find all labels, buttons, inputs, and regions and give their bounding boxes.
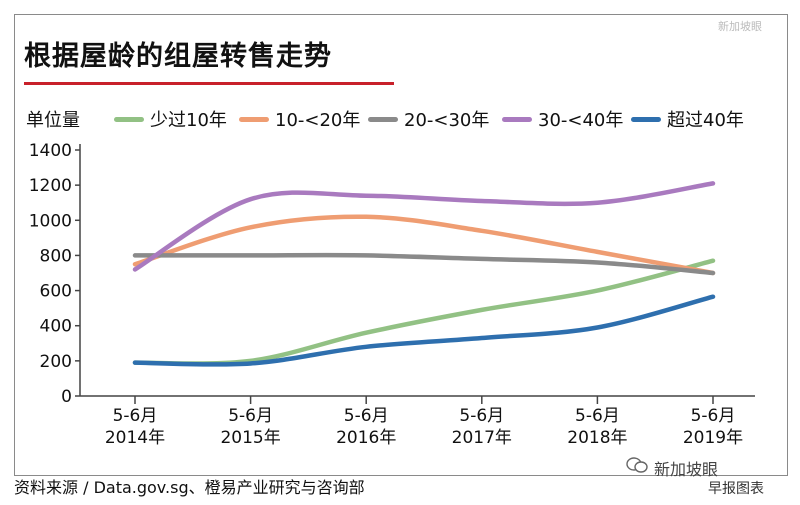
x-tick-label: 5-6月 (691, 406, 736, 426)
x-tick-label: 5-6月 (228, 406, 273, 426)
legend-swatch-1 (114, 117, 144, 122)
y-tick-label: 600 (40, 282, 72, 302)
title-underline (24, 82, 394, 85)
y-tick-label: 400 (40, 317, 72, 337)
legend-label-4: 30-<40年 (538, 110, 624, 131)
x-tick-label: 5-6月 (459, 406, 504, 426)
legend-label-5: 超过40年 (667, 110, 744, 131)
x-tick-label: 2014年 (105, 428, 165, 448)
y-axis-label: 单位量 (26, 110, 80, 131)
series-line-4 (132, 181, 716, 272)
publisher-credit: 早报图表 (708, 481, 764, 497)
legend-swatch-5 (631, 117, 661, 122)
source-note: 资料来源 / Data.gov.sg、橙易产业研究与咨询部 (14, 478, 365, 497)
y-tick-label: 0 (61, 387, 72, 407)
x-tick-label: 5-6月 (575, 406, 620, 426)
y-tick-label: 800 (40, 246, 72, 266)
legend-swatch-4 (502, 117, 532, 122)
x-tick-label: 2016年 (336, 428, 396, 448)
legend-label-2: 10-<20年 (275, 110, 361, 131)
x-tick-label: 2019年 (683, 428, 743, 448)
wechat-icon (626, 457, 648, 473)
series-line-1 (132, 258, 716, 366)
y-tick-label: 1400 (29, 141, 72, 161)
chart-frame (14, 14, 788, 476)
legend-label-3: 20-<30年 (404, 110, 490, 131)
series-line-5 (132, 294, 716, 367)
legend-swatch-3 (368, 117, 398, 122)
legend-label-1: 少过10年 (150, 110, 227, 131)
x-tick-label: 2017年 (452, 428, 512, 448)
x-tick-label: 2018年 (567, 428, 627, 448)
x-tick-label: 5-6月 (113, 406, 158, 426)
y-tick-label: 1000 (29, 211, 72, 231)
x-tick-label: 2015年 (220, 428, 280, 448)
series-line-2 (132, 214, 716, 276)
watermark-text: 新加坡眼 (654, 460, 719, 479)
corner-watermark: 新加坡眼 (718, 20, 762, 33)
y-tick-label: 200 (40, 352, 72, 372)
series-line-3 (132, 252, 716, 276)
x-tick-label: 5-6月 (344, 406, 389, 426)
y-tick-label: 1200 (29, 176, 72, 196)
legend-swatch-2 (239, 117, 269, 122)
chart-title: 根据屋龄的组屋转售走势 (24, 41, 332, 72)
